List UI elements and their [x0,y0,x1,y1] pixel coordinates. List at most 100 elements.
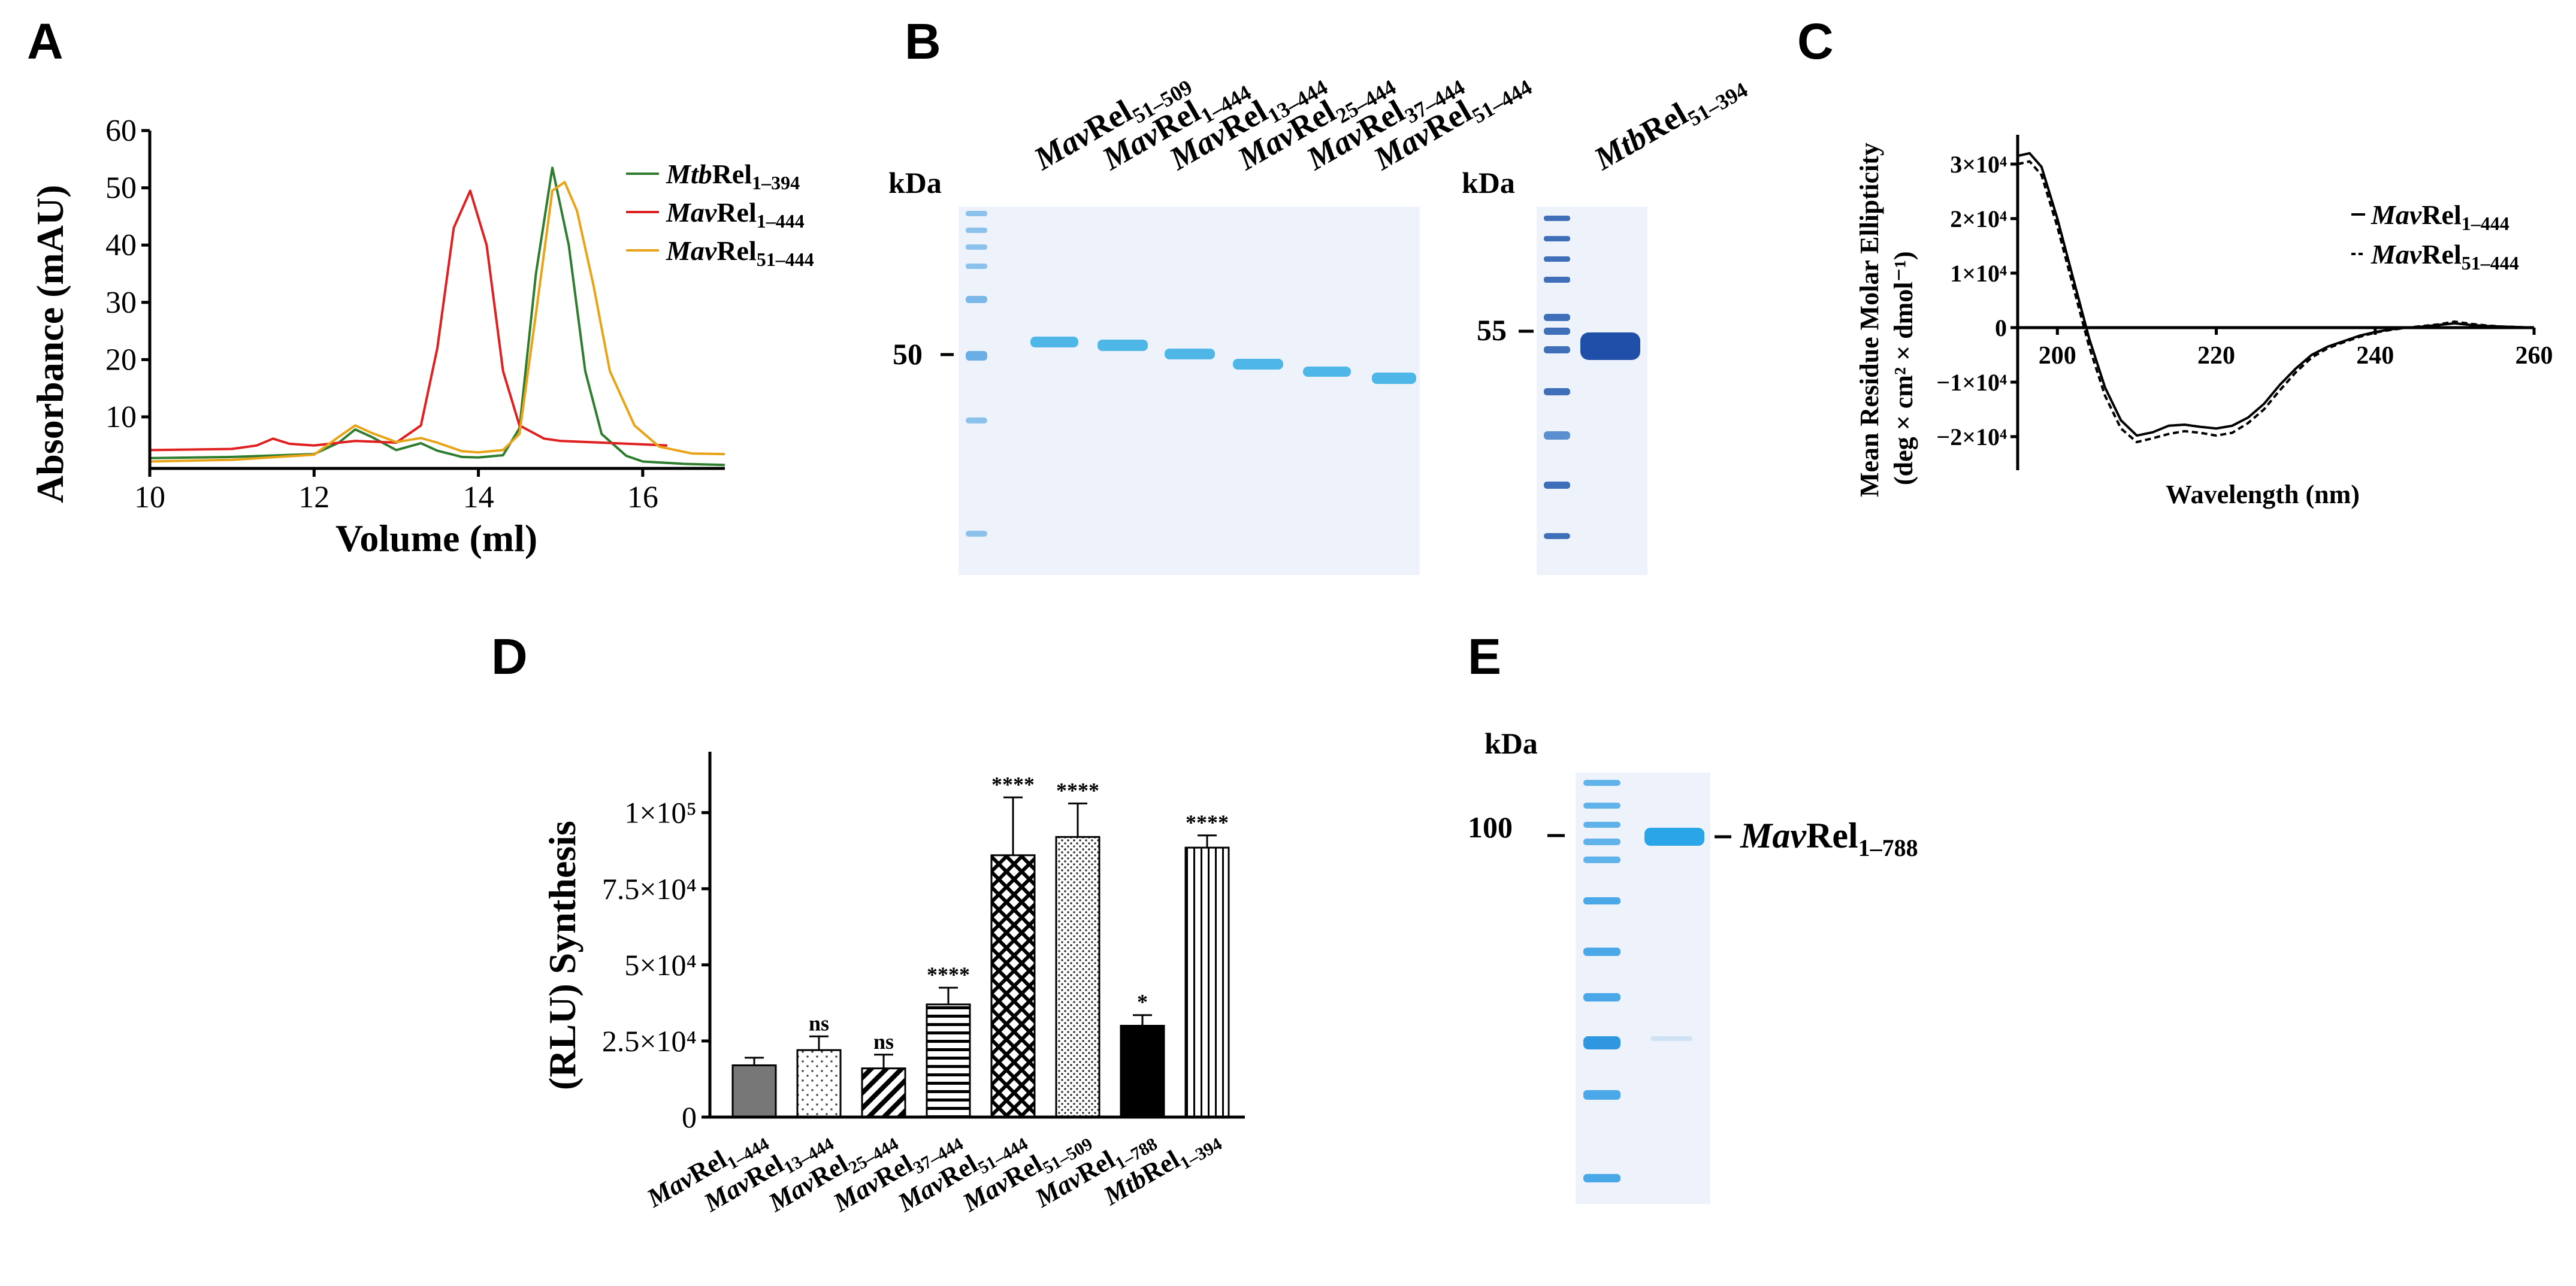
chart-a-series-line [149,181,725,463]
gel-e-kda: kDa [1484,727,1538,760]
gel-b-marker-55: 55 [1477,313,1507,347]
chart-d-ytick-label: 7.5×10⁴ [602,872,697,906]
gel-band [1372,373,1416,384]
chart-c-xtick-label: 200 [2039,342,2076,370]
chart-a-ylabel: Absorbance (mAU) [29,185,71,504]
chart-d-significance: **** [927,963,970,987]
ladder-band [1544,277,1570,283]
chart-c-legend-entry: MavRel1–444 [2371,199,2510,234]
chart-c-xtick-label: 220 [2197,342,2235,370]
ladder-band [966,228,987,233]
gel-b-lane-label-mtb: MtbRel51–394 [1588,63,1752,181]
ladder-band [966,264,987,269]
panel-letter-c: C [1797,13,1834,69]
ladder-band [1544,328,1570,335]
ladder-band [1544,388,1570,395]
chart-d-significance: ns [873,1030,894,1054]
chart-d-bar [1055,836,1100,1118]
chart-d-significance: * [1137,990,1148,1014]
ladder-band [966,417,987,423]
chart-d-ytick-label: 0 [682,1100,697,1134]
chart-d-bar [926,1003,971,1118]
ladder-band [1583,993,1620,1001]
chart-d-significance: **** [1056,778,1099,802]
panel-letter-e: E [1468,628,1501,685]
gel-band [1030,337,1078,347]
ladder-band [1583,822,1620,828]
chart-a-xtick-label: 16 [627,480,658,515]
gel-b-marker-50: 50 [893,337,923,371]
ladder-band [1544,482,1570,489]
ladder-band [1544,256,1570,262]
ladder-band [1583,1036,1620,1049]
ladder-band [1583,1174,1620,1182]
gel-b-kda-left: kDa [888,166,942,199]
ladder-band [966,211,987,216]
chart-a-xtick-label: 14 [463,480,494,515]
chart-c-xtick-label: 240 [2356,342,2394,370]
chart-d-significance: **** [1186,810,1229,834]
chart-d-ytick-label: 1×10⁵ [624,796,697,830]
chart-d-bar [731,1064,777,1118]
ladder-band [1583,780,1620,786]
chart-c-ytick-label: −2×10⁴ [1936,423,2007,450]
chart-c-series-line [2017,160,2535,444]
ladder-band [1583,839,1620,845]
chart-a: 10 12 14 16 10 20 30 40 50 60 MtbRel1–394 MavRel1–4… [29,114,814,559]
chart-a-xtick-label: 12 [298,480,329,515]
chart-d-significance: ns [809,1011,829,1035]
chart-a-ytick-label: 10 [105,400,137,434]
ladder-band [1544,314,1570,321]
chart-c-ytick-label: 0 [1995,314,2007,341]
ladder-band [1583,1090,1620,1100]
chart-a-series-line [149,167,725,467]
panel-letter-d: D [491,628,528,685]
ladder-band [966,244,987,250]
ladder-band [1583,857,1620,863]
gel-b-left-background [959,207,1420,575]
chart-d-ylabel: (RLU) Synthesis [541,821,583,1090]
chart-a-legend-entry: MtbRel1–394 [666,159,800,193]
gel-e-band [1644,828,1704,846]
panel-letter-a: A [27,13,64,69]
panel-letter-b: B [905,13,941,69]
chart-d-bar [861,1067,906,1118]
chart-a-xlabel: Volume (ml) [335,517,537,559]
ladder-band [966,351,987,361]
chart-a-ytick-label: 60 [105,114,137,148]
gel-e-band-label: MavRel1–788 [1740,816,1918,861]
chart-a-legend-entry: MavRel1–444 [666,197,805,232]
chart-d-ytick-label: 2.5×10⁴ [602,1024,697,1058]
gel-band [1303,367,1351,377]
chart-c-legend-entry: MavRel51–444 [2371,239,2519,274]
ladder-band [966,296,987,303]
chart-c-xtick-label: 260 [2515,342,2553,370]
ladder-band [1544,346,1570,353]
gel-e-ladder [1583,780,1620,1182]
chart-c-ytick-label: −1×10⁴ [1936,369,2007,396]
chart-a-legend-entry: MavRel51–444 [666,235,814,270]
gel-b-kda-right: kDa [1462,166,1515,199]
chart-c-ytick-label: 1×10⁴ [1950,260,2007,287]
chart-d-significance: **** [991,772,1035,796]
chart-a-ytick-label: 50 [105,171,137,205]
chart-a-xtick-label: 10 [134,480,165,515]
chart-c-ytick-label: 2×10⁴ [1950,205,2007,232]
chart-c-ylabel-line1: Mean Residue Molar Ellipticity [1855,143,1884,497]
gel-band [1165,349,1215,359]
chart-d-ytick-label: 5×10⁴ [624,948,697,982]
gel-band-mtb [1580,332,1640,360]
ladder-band [1583,803,1620,809]
gel-b: kDa 50 kDa 55 MavRel51–509MavRel1–444Mav… [888,63,1752,575]
chart-a-series-line [149,189,668,452]
gel-e: kDa 100 MavRel1–788 [1468,727,1918,1204]
gel-b-left-ladder [966,211,987,537]
chart-c-xlabel: Wavelength (nm) [2166,480,2360,509]
chart-d-bar [1184,846,1230,1118]
ladder-band [966,531,987,537]
ladder-band [1583,948,1620,956]
ladder-band [1583,897,1620,904]
chart-d-bar [990,854,1036,1118]
chart-d-bar [796,1049,842,1118]
